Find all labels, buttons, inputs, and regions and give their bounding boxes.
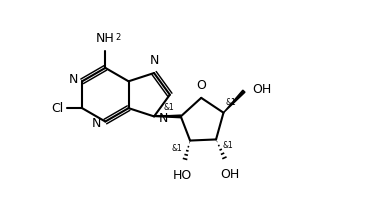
Text: &1: &1 — [163, 103, 174, 112]
Text: &1: &1 — [223, 141, 233, 150]
Text: OH: OH — [252, 83, 271, 96]
Text: &1: &1 — [226, 98, 236, 107]
Polygon shape — [154, 115, 181, 118]
Text: HO: HO — [173, 169, 192, 182]
Text: N: N — [159, 112, 168, 125]
Text: N: N — [68, 73, 78, 86]
Text: &1: &1 — [171, 144, 182, 152]
Text: N: N — [149, 54, 159, 67]
Text: 2: 2 — [116, 32, 121, 42]
Text: O: O — [196, 79, 206, 92]
Text: N: N — [92, 117, 101, 130]
Polygon shape — [224, 90, 245, 113]
Text: NH: NH — [96, 31, 115, 45]
Text: Cl: Cl — [51, 102, 64, 115]
Text: OH: OH — [220, 168, 239, 181]
